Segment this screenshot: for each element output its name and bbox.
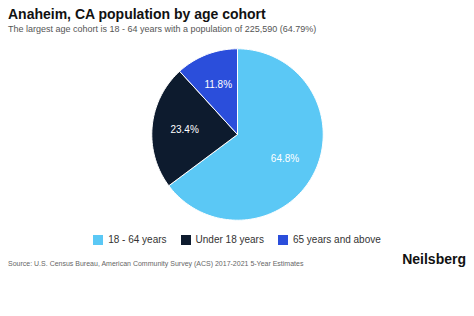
html-text:Anaheim, CA population by age: Anaheim, CA population by age cohort [8, 6, 266, 22]
html-text:18 - 64 years: 18 - 64 years [108, 234, 167, 245]
html-text:Neilsberg: Neilsberg [402, 251, 466, 267]
svg-text:23.4%: 23.4% [170, 124, 198, 135]
html-text:Source: U.S. Census Bureau, Am: Source: U.S. Census Bureau, American Com… [8, 260, 304, 267]
svg-text:11.8%: 11.8% [204, 79, 232, 90]
html-text:Under 18 years: Under 18 years [195, 234, 264, 245]
svg-text:64.8%: 64.8% [271, 153, 299, 164]
html-text:65 years and above: 65 years and above [293, 234, 381, 245]
html-text:The largest age cohort is 18 -: The largest age cohort is 18 - 64 years … [8, 24, 317, 34]
